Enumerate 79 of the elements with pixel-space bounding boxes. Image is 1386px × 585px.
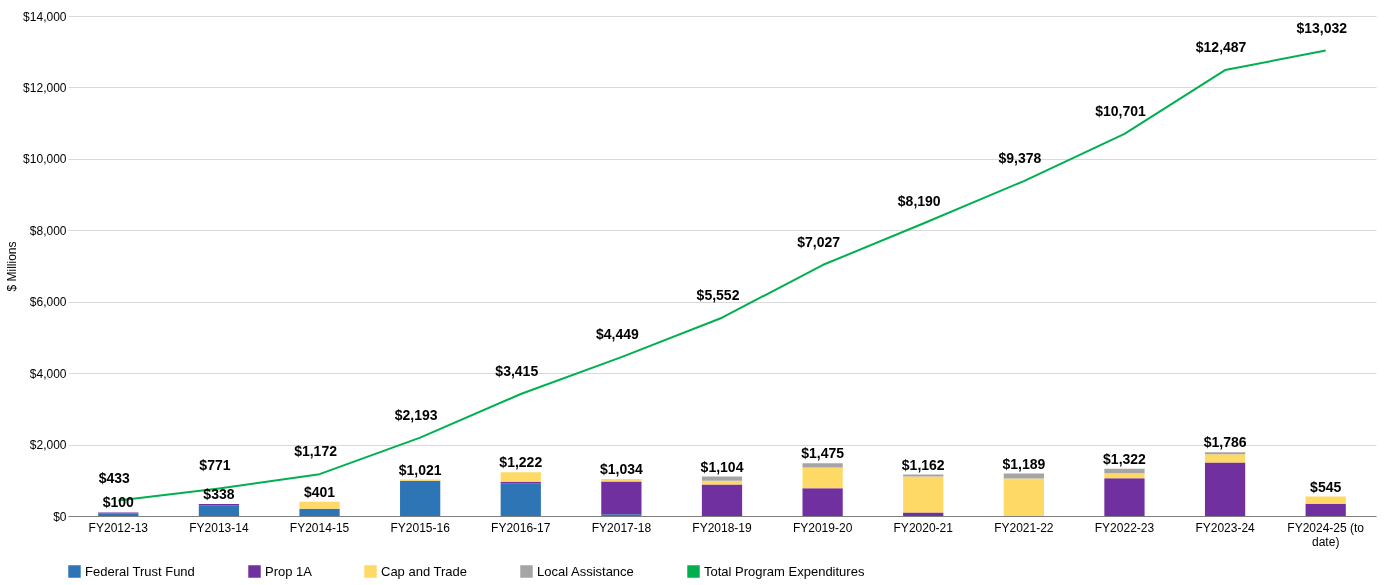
total-label: $1,162 <box>901 456 945 473</box>
bar <box>500 472 541 482</box>
bar <box>601 479 642 482</box>
x-tick-label: FY2016-17 <box>491 520 551 535</box>
bar <box>903 512 944 516</box>
x-tick-label: FY2021-22 <box>994 520 1054 535</box>
bar <box>701 484 743 516</box>
total-label: $1,475 <box>801 445 845 462</box>
x-tick-label: FY2019-20 <box>792 520 853 535</box>
total-label: $401 <box>303 483 336 500</box>
x-tick-label: FY2013-14 <box>189 520 249 535</box>
bar <box>299 501 340 509</box>
bar <box>802 467 843 489</box>
bar <box>1204 462 1246 516</box>
y-tick-label: $14,000 <box>23 9 67 24</box>
data-label: $2,193 <box>394 406 438 423</box>
x-tick-label: FY2014-15 <box>289 520 350 535</box>
total-label: $1,322 <box>1103 450 1147 467</box>
bar <box>1003 478 1044 516</box>
data-label: $10,701 <box>1095 102 1146 119</box>
bar <box>601 481 642 515</box>
data-label: $5,552 <box>696 286 740 303</box>
legend-label: Local Assistance <box>537 563 634 579</box>
bar <box>701 480 743 485</box>
total-label: $545 <box>1310 478 1342 495</box>
bar <box>903 476 944 513</box>
data-label: $1,172 <box>294 443 338 460</box>
y-tick-label: $12,000 <box>23 80 67 95</box>
data-label: $9,378 <box>998 150 1042 167</box>
data-label: $12,487 <box>1195 39 1247 56</box>
bar <box>701 476 743 481</box>
bar <box>198 505 240 516</box>
bar <box>299 508 340 516</box>
legend-label: Total Program Expenditures <box>704 563 865 579</box>
bar <box>1305 503 1346 516</box>
total-label: $1,222 <box>499 454 543 471</box>
total-label: $338 <box>203 485 235 502</box>
bar <box>1104 468 1145 474</box>
total-label: $1,104 <box>700 458 744 475</box>
x-tick-label: FY2022-23 <box>1094 520 1155 535</box>
x-tick-label: FY2015-16 <box>390 520 451 535</box>
bar <box>903 474 944 477</box>
total-label: $1,189 <box>1002 455 1046 472</box>
y-tick-label: $6,000 <box>29 295 67 310</box>
legend-label: Cap and Trade <box>381 563 468 579</box>
total-label: $1,034 <box>599 461 643 478</box>
x-tick-label: FY2023-24 <box>1195 520 1256 535</box>
y-tick-label: $10,000 <box>23 152 67 167</box>
legend-label: Federal Trust Fund <box>85 563 195 579</box>
y-tick-label: $8,000 <box>29 223 67 238</box>
y-tick-label: $0 <box>53 509 67 524</box>
y-tick-label: $2,000 <box>29 438 67 453</box>
x-tick-label: FY2012-13 <box>88 520 149 535</box>
total-label: $100 <box>102 494 135 511</box>
data-label: $13,032 <box>1296 19 1348 36</box>
bar <box>1104 478 1145 516</box>
data-label: $433 <box>98 469 131 486</box>
x-tick-label: FY2020-21 <box>893 520 954 535</box>
data-label: $3,415 <box>495 363 539 380</box>
y-axis-title: $ Millions <box>5 241 20 292</box>
total-label: $1,021 <box>398 461 442 478</box>
bar <box>400 480 441 516</box>
bar <box>1003 473 1044 479</box>
bar <box>1305 496 1346 504</box>
data-label: $4,449 <box>595 326 639 343</box>
bar <box>1104 473 1145 479</box>
data-label: $7,027 <box>797 234 841 251</box>
data-label: $8,190 <box>897 192 941 209</box>
data-label: $771 <box>199 457 231 474</box>
legend-label: Prop 1A <box>265 563 313 579</box>
x-tick-label: FY2017-18 <box>591 520 652 535</box>
bar <box>802 488 843 516</box>
x-tick-label: FY2024-25 (to date) <box>1287 520 1365 549</box>
bar <box>500 483 541 516</box>
bar <box>802 463 843 468</box>
bar <box>1204 454 1246 463</box>
x-tick-label: FY2018-19 <box>692 520 753 535</box>
y-tick-label: $4,000 <box>29 366 67 381</box>
total-label: $1,786 <box>1203 434 1247 451</box>
